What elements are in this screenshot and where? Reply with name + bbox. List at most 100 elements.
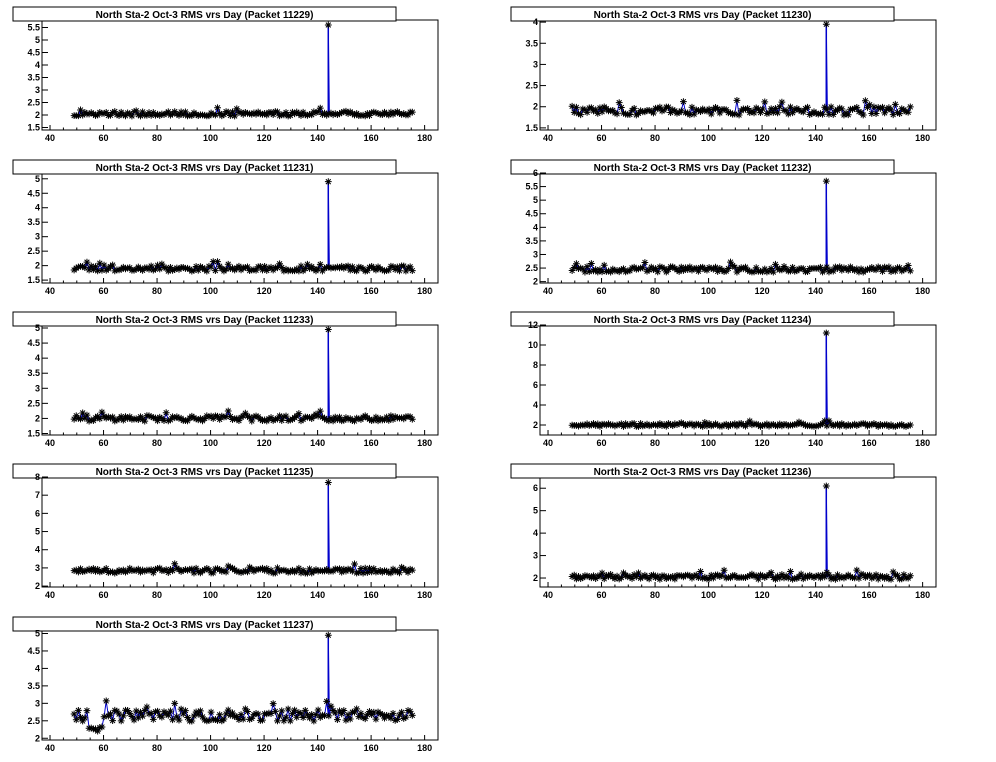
data-point (806, 571, 814, 579)
data-point (844, 111, 852, 119)
x-tick-label: 60 (597, 286, 607, 296)
data-point (280, 717, 288, 725)
data-point (763, 572, 771, 580)
data-point (286, 416, 294, 424)
data-point (109, 568, 117, 576)
data-point (378, 266, 386, 274)
data-point (77, 565, 84, 573)
data-point (158, 713, 166, 721)
data-point (902, 264, 910, 272)
data-point (389, 415, 397, 423)
data-point (329, 111, 337, 119)
data-point (885, 263, 893, 271)
data-point (192, 110, 200, 118)
data-point (143, 703, 151, 711)
data-point (748, 421, 756, 429)
title-box (12, 616, 397, 632)
data-point (784, 110, 792, 118)
data-point (205, 717, 213, 724)
x-tick-label: 140 (808, 590, 823, 600)
data-point (617, 420, 625, 428)
y-tick-label: 3.5 (27, 217, 40, 227)
data-point (147, 262, 155, 270)
y-tick-label: 5 (35, 323, 40, 333)
title-box (510, 159, 895, 175)
data-point (767, 569, 775, 577)
spike-point (324, 326, 332, 333)
data-point (167, 264, 174, 271)
data-point (590, 107, 597, 115)
data-point (152, 111, 159, 119)
data-point (772, 575, 779, 583)
data-point (291, 706, 298, 714)
data-point (656, 575, 664, 583)
data-point (207, 708, 215, 716)
data-point (789, 263, 796, 271)
y-tick-label: 2 (533, 102, 538, 112)
data-point (164, 711, 172, 719)
data-point (323, 111, 331, 119)
data-point (857, 265, 865, 273)
data-point (237, 569, 245, 576)
data-point (333, 716, 341, 723)
data-point (626, 267, 634, 275)
data-point (87, 416, 95, 424)
data-point (274, 717, 281, 725)
data-point (211, 716, 219, 723)
y-tick-label: 5 (533, 195, 538, 205)
data-point (216, 415, 224, 423)
data-point (660, 572, 668, 580)
data-point (757, 571, 764, 579)
data-point (840, 264, 848, 272)
title-box (12, 159, 397, 175)
data-point (319, 267, 326, 275)
data-point (620, 265, 627, 273)
x-tick-label: 120 (257, 133, 272, 143)
chart-panel: North Sta-2 Oct-3 RMS vrs Day (Packet 11… (510, 311, 937, 448)
data-point (383, 110, 391, 118)
data-point (295, 410, 303, 417)
y-tick-label: 1.5 (27, 428, 40, 438)
data-point (348, 263, 356, 271)
data-point (772, 260, 779, 268)
data-point (849, 106, 856, 113)
data-point (381, 714, 388, 722)
data-point (757, 267, 764, 275)
data-point (231, 112, 239, 120)
data-point (295, 564, 303, 572)
data-point (684, 421, 692, 428)
x-tick-label: 180 (915, 286, 930, 296)
data-point (244, 568, 251, 576)
data-point (184, 112, 191, 120)
data-point (891, 100, 899, 108)
data-point (149, 266, 157, 274)
data-point (789, 575, 796, 583)
data-point (626, 111, 634, 118)
x-tick-label: 160 (862, 590, 877, 600)
chart-panel: North Sta-2 Oct-3 RMS vrs Day (Packet 11… (510, 159, 937, 296)
data-point (197, 707, 204, 715)
data-point (89, 417, 97, 424)
data-point (119, 111, 127, 119)
data-point (695, 267, 702, 275)
data-point (754, 575, 762, 583)
x-tick-label: 100 (203, 133, 218, 143)
data-point (269, 417, 277, 424)
data-point (836, 574, 844, 582)
data-point (630, 420, 638, 427)
data-point (363, 569, 371, 576)
data-point (891, 267, 899, 275)
series-line (74, 24, 413, 118)
data-point (158, 110, 166, 118)
data-point (295, 267, 303, 275)
x-tick-label: 60 (99, 743, 109, 753)
data-point (398, 414, 406, 422)
data-point (214, 258, 221, 266)
spike-point (324, 479, 332, 486)
data-point (342, 716, 350, 724)
data-point (575, 265, 582, 272)
data-point (316, 260, 324, 268)
data-point (829, 111, 837, 118)
y-tick-label: 2.5 (27, 716, 40, 726)
data-point (96, 108, 104, 116)
